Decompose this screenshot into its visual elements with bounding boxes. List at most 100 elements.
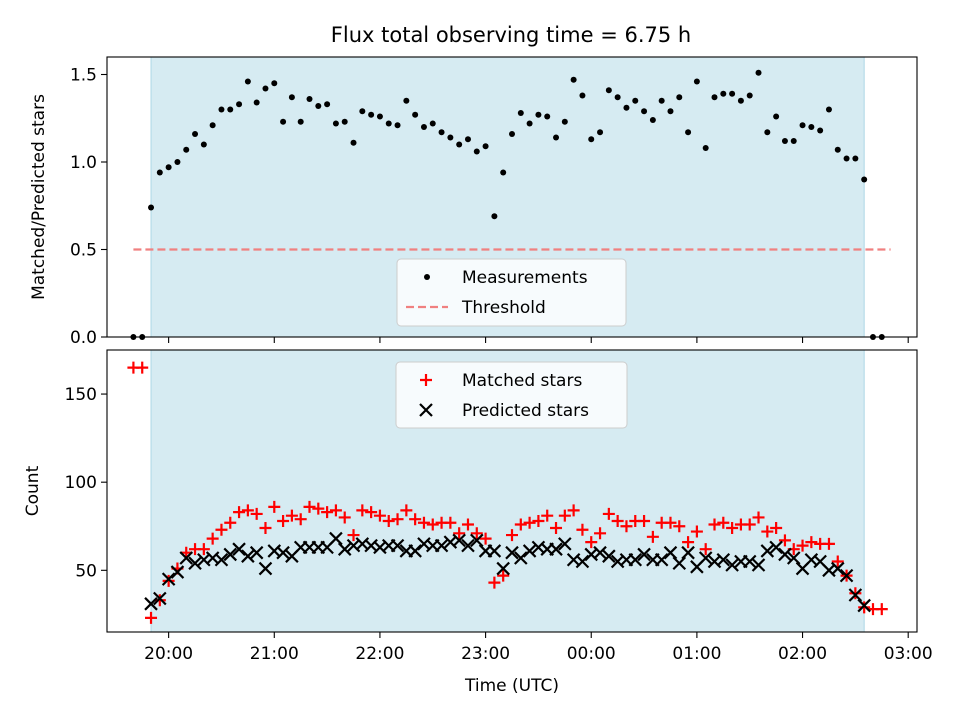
measurement-point xyxy=(209,122,216,129)
matched-star-point xyxy=(778,534,791,547)
predicted-star-point xyxy=(461,538,475,553)
matched-star-point xyxy=(673,520,686,533)
predicted-star-point xyxy=(505,545,519,560)
matched-star-point xyxy=(602,507,615,520)
matched-star-point xyxy=(241,504,254,517)
matched-star-point xyxy=(356,504,369,517)
top-y-tick-label: 1.0 xyxy=(70,153,97,173)
measurement-point xyxy=(491,213,498,220)
predicted-star-point xyxy=(628,552,643,567)
bottom-x-tick-label: 02:00 xyxy=(778,644,827,664)
bottom-y-axis-label: Count xyxy=(23,465,43,516)
measurement-point xyxy=(790,138,797,144)
matched-star-point xyxy=(197,543,210,556)
measurement-point xyxy=(183,146,190,153)
matched-star-point xyxy=(664,516,677,529)
bottom-y-tick-label: 50 xyxy=(75,561,97,581)
measurement-point xyxy=(561,118,568,125)
matched-star-point xyxy=(136,361,149,374)
ratio-panel: 0.0 0.5 1.0 1.5 Matched/Predicted stars Measu… xyxy=(29,56,918,348)
measurement-point xyxy=(544,113,551,120)
measurement-point xyxy=(535,111,542,118)
predicted-star-point xyxy=(144,597,158,611)
predicted-star-point xyxy=(742,554,757,569)
legend-measurements-marker xyxy=(424,274,430,280)
measurement-point xyxy=(359,108,366,115)
measurement-point xyxy=(200,141,207,148)
measurement-point xyxy=(720,90,727,97)
matched-star-point xyxy=(294,513,307,526)
measurement-point xyxy=(148,204,155,211)
matched-star-point xyxy=(585,536,598,549)
predicted-star-point xyxy=(786,551,801,565)
matched-star-point xyxy=(541,509,554,522)
matched-star-point xyxy=(303,500,316,513)
matched-star-point xyxy=(400,504,413,517)
measurement-point xyxy=(729,90,736,97)
measurement-point xyxy=(605,87,612,94)
measurement-point xyxy=(676,94,683,101)
predicted-star-point xyxy=(514,551,528,565)
matched-star-point xyxy=(699,543,712,556)
measurement-point xyxy=(500,169,507,176)
predicted-star-point xyxy=(408,544,422,558)
matched-star-point xyxy=(849,587,862,600)
predicted-star-point xyxy=(830,561,845,576)
legend-matched-label: Matched stars xyxy=(462,371,582,391)
predicted-star-point xyxy=(778,547,792,562)
bottom-y-tick-label: 100 xyxy=(65,473,97,493)
predicted-star-point xyxy=(602,549,616,563)
matched-star-point xyxy=(770,522,783,535)
matched-star-point xyxy=(858,601,871,614)
matched-star-point xyxy=(453,527,466,540)
matched-star-point xyxy=(277,514,290,527)
top-y-tick-label: 0.0 xyxy=(70,328,97,348)
matched-star-point xyxy=(409,513,422,526)
measurement-point xyxy=(165,164,172,171)
measurement-point xyxy=(667,108,674,115)
measurement-point xyxy=(376,113,383,120)
bottom-y-tick-label: 150 xyxy=(65,385,97,405)
measurement-point xyxy=(482,143,489,150)
measurement-point xyxy=(262,85,269,92)
matched-star-point xyxy=(752,511,765,524)
measurement-point xyxy=(192,131,199,137)
measurement-point xyxy=(861,176,868,183)
measurement-point xyxy=(429,120,436,127)
top-legend-box xyxy=(396,258,627,327)
measurement-point xyxy=(834,146,841,153)
measurement-point xyxy=(297,118,304,125)
matched-star-point xyxy=(285,509,298,522)
matched-star-point xyxy=(875,603,888,616)
matched-star-point xyxy=(321,506,334,519)
measurement-point xyxy=(553,134,560,141)
measurement-point xyxy=(570,76,577,83)
measurement-point xyxy=(315,103,322,109)
matched-star-point xyxy=(550,522,563,535)
measurement-point xyxy=(685,129,692,136)
predicted-star-point xyxy=(258,561,273,576)
matched-star-point xyxy=(347,529,360,542)
predicted-star-point xyxy=(487,544,502,558)
measurement-point xyxy=(764,129,771,136)
predicted-star-point xyxy=(522,544,537,558)
predicted-star-point xyxy=(549,542,563,556)
bottom-x-tick-label: 20:00 xyxy=(144,644,193,664)
matched-star-point xyxy=(567,504,580,517)
measurement-point xyxy=(244,78,251,85)
matched-star-point xyxy=(558,509,571,522)
bottom-x-tick-label: 03:00 xyxy=(884,644,933,664)
measurement-point xyxy=(456,141,463,148)
predicted-star-point xyxy=(214,552,229,567)
matched-star-point xyxy=(329,504,342,517)
measurement-point xyxy=(852,155,859,162)
predicted-star-point xyxy=(857,598,871,613)
matched-star-point xyxy=(796,539,809,552)
matched-star-point xyxy=(373,509,386,522)
matched-star-point xyxy=(532,514,545,527)
measurement-point xyxy=(306,96,313,102)
predicted-star-point xyxy=(672,556,687,571)
measurement-point xyxy=(711,94,718,101)
matched-star-point xyxy=(426,518,439,531)
predicted-star-point xyxy=(249,545,264,560)
